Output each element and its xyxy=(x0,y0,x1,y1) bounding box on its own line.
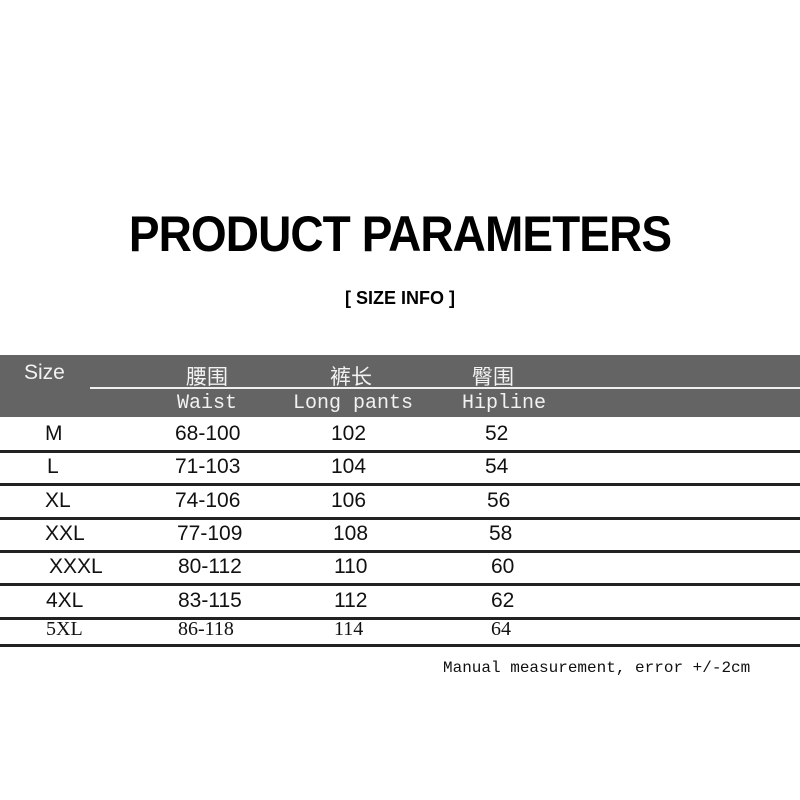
length-cell: 102 xyxy=(331,422,367,445)
hip-cell: 52 xyxy=(485,422,509,445)
waist-cell: 83-115 xyxy=(178,589,242,612)
table-row: XXXL 80-112 110 60 xyxy=(0,551,800,586)
table-row: 4XL 83-115 112 62 xyxy=(0,585,800,620)
length-cell: 110 xyxy=(334,555,368,578)
size-cell: XL xyxy=(45,489,71,512)
waist-cell: 86-118 xyxy=(178,618,234,640)
measurement-note: Manual measurement, error +/-2cm xyxy=(443,659,751,677)
size-cell: 4XL xyxy=(46,589,84,612)
size-cell: L xyxy=(47,455,59,478)
waist-cell: 71-103 xyxy=(175,455,241,478)
length-cell: 106 xyxy=(331,489,367,512)
header-waist-en: Waist xyxy=(177,392,238,415)
hip-cell: 54 xyxy=(485,455,509,478)
table-row: 5XL 86-118 114 64 xyxy=(0,614,800,647)
hip-cell: 60 xyxy=(491,555,515,578)
waist-cell: 77-109 xyxy=(177,522,243,545)
header-hip-en: Hipline xyxy=(462,392,547,415)
table-row: L 71-103 104 54 xyxy=(0,451,800,486)
header-length-en: Long pants xyxy=(293,392,414,415)
table-row: XXL 77-109 108 58 xyxy=(0,518,800,553)
waist-cell: 68-100 xyxy=(175,422,241,445)
size-cell: XXL xyxy=(45,522,85,545)
waist-cell: 80-112 xyxy=(178,555,242,578)
page-title: PRODUCT PARAMETERS xyxy=(128,206,672,262)
length-cell: 112 xyxy=(334,589,368,612)
size-cell: 5XL xyxy=(46,618,83,640)
length-cell: 114 xyxy=(334,618,364,640)
length-cell: 108 xyxy=(333,522,369,545)
table-row: M 68-100 102 52 xyxy=(0,418,800,453)
size-cell: M xyxy=(45,422,63,445)
hip-cell: 62 xyxy=(491,589,515,612)
header-hip-cn: 臀围 xyxy=(472,366,514,389)
size-cell: XXXL xyxy=(49,555,103,578)
length-cell: 104 xyxy=(331,455,367,478)
hip-cell: 56 xyxy=(487,489,511,512)
subtitle: [ SIZE INFO ] xyxy=(345,288,455,308)
header-divider xyxy=(90,387,800,389)
waist-cell: 74-106 xyxy=(175,489,241,512)
header-length-cn: 裤长 xyxy=(330,366,372,389)
hip-cell: 64 xyxy=(491,618,511,640)
header-waist-cn: 腰围 xyxy=(186,366,228,389)
table-row: XL 74-106 106 56 xyxy=(0,485,800,520)
header-size: Size xyxy=(24,361,65,384)
hip-cell: 58 xyxy=(489,522,513,545)
table-header: Size 腰围 裤长 臀围 Waist Long pants Hipline xyxy=(0,355,800,417)
